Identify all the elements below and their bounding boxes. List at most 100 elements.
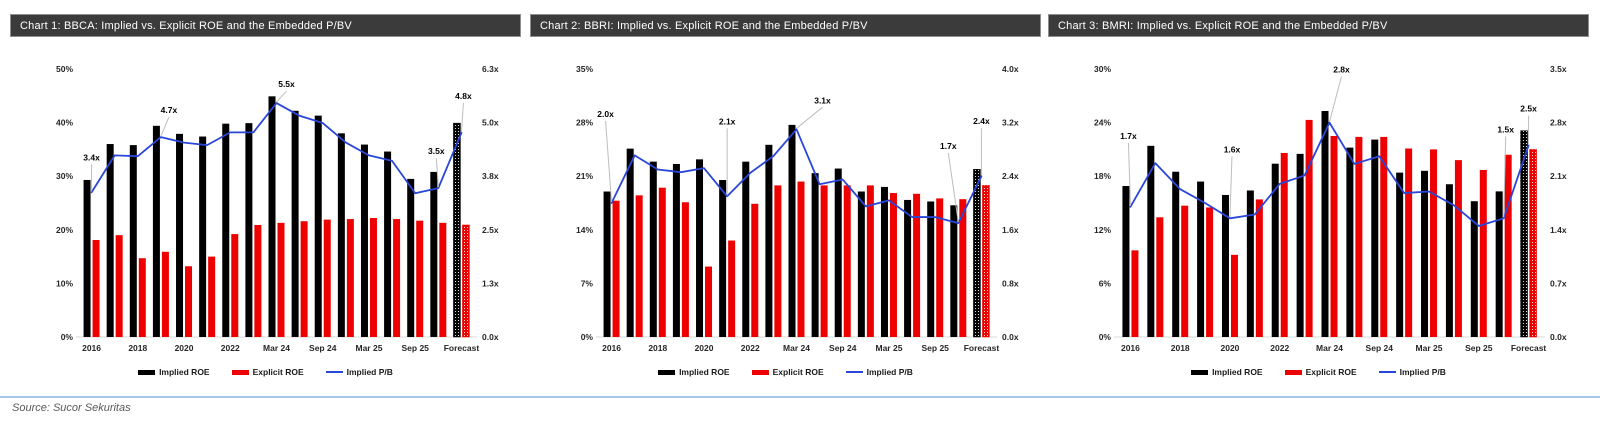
legend-item-implied-roe: Implied ROE: [138, 367, 210, 377]
explicit-roe-bar: [1255, 199, 1263, 337]
explicit-roe-bar: [416, 220, 424, 337]
x-axis-tick-label: Forecast: [1511, 343, 1547, 353]
left-axis-tick-label: 30%: [56, 171, 73, 181]
x-axis-tick-label: 2020: [1221, 343, 1240, 353]
implied-roe-bar: [649, 161, 657, 337]
explicit-roe-bar: [774, 185, 782, 337]
x-axis-tick-label: Forecast: [444, 343, 480, 353]
implied-roe-bar: [129, 145, 137, 337]
legend-item-implied-roe: Implied ROE: [658, 367, 730, 377]
explicit-roe-bar: [393, 219, 401, 337]
x-axis-tick-label: 2022: [221, 343, 240, 353]
implied-roe-bar: [199, 136, 207, 337]
implied-roe-bar: [384, 151, 392, 337]
annotation-leader-line: [947, 153, 959, 223]
explicit-roe-bar: [300, 221, 308, 337]
left-axis-tick-label: 24%: [1094, 118, 1111, 128]
bottom-divider-rule: [0, 396, 1600, 398]
annotation-leader-line: [435, 158, 439, 188]
explicit-roe-bar: [254, 224, 262, 337]
annotation-leader-line: [796, 106, 823, 129]
pb-annotation-label: 2.8x: [1333, 65, 1350, 75]
implied-roe-bar: [245, 123, 253, 337]
explicit-roe-bar: [1206, 207, 1214, 337]
explicit-roe-bar: [1430, 149, 1438, 337]
annotation-leader-line: [160, 116, 170, 137]
left-axis-tick-label: 0%: [1099, 332, 1112, 342]
legend-item-implied-pb: Implied P/B: [1378, 367, 1446, 377]
legend-label: Explicit ROE: [772, 367, 824, 377]
right-axis-tick-label: 1.6x: [1002, 225, 1019, 235]
left-axis-tick-label: 0%: [61, 332, 74, 342]
pb-annotation-label: 3.5x: [428, 146, 445, 156]
implied-roe-bar: [83, 179, 91, 337]
implied-roe-swatch-icon: [138, 369, 156, 375]
left-axis-tick-label: 35%: [576, 64, 593, 74]
x-axis-tick-label: 2022: [1270, 343, 1289, 353]
chart-legend: Implied ROE Explicit ROE Implied P/B: [10, 367, 521, 377]
pb-annotation-label: 3.4x: [83, 152, 100, 162]
legend-label: Implied ROE: [1212, 367, 1263, 377]
implied-roe-bar: [1296, 153, 1304, 337]
implied-roe-bar: [268, 96, 276, 337]
legend-label: Implied P/B: [1399, 367, 1446, 377]
annotation-leader-line: [1329, 76, 1342, 122]
chart-title-bar: Chart 1: BBCA: Implied vs. Explicit ROE …: [10, 14, 521, 37]
pb-annotation-label: 3.1x: [814, 95, 831, 105]
explicit-roe-bar: [889, 193, 897, 337]
right-axis-tick-label: 1.3x: [482, 278, 499, 288]
implied-roe-bar: [904, 199, 912, 337]
left-axis-tick-label: 21%: [576, 171, 593, 181]
x-axis-tick-label: Sep 25: [1465, 343, 1493, 353]
implied-roe-bar: [453, 122, 461, 338]
explicit-roe-bar: [1305, 119, 1313, 337]
x-axis-tick-label: Mar 24: [1316, 343, 1343, 353]
explicit-roe-bar: [797, 181, 805, 337]
bbca-combo-chart: 0% 10% 20% 30% 40% 50% 0.0x 1.3x 2.5x 3.8x 5.0x 6.3…: [56, 64, 499, 353]
implied-roe-bar: [973, 169, 981, 338]
x-axis-tick-label: Forecast: [964, 343, 1000, 353]
pb-annotation-label: 1.6x: [1224, 144, 1241, 154]
legend-label: Explicit ROE: [252, 367, 304, 377]
implied-pb-swatch-icon: [325, 371, 343, 373]
explicit-roe-bar: [1454, 160, 1462, 337]
annotation-leader-line: [1503, 136, 1507, 218]
explicit-roe-bar: [866, 185, 874, 337]
legend-label: Implied P/B: [346, 367, 393, 377]
explicit-roe-bar: [1181, 205, 1189, 337]
pb-annotation-label: 1.5x: [1497, 124, 1514, 134]
left-axis-tick-label: 10%: [56, 278, 73, 288]
x-axis-tick-label: Mar 25: [356, 343, 383, 353]
right-axis-tick-label: 2.4x: [1002, 171, 1019, 181]
explicit-roe-bar: [1380, 136, 1388, 337]
pb-annotation-label: 2.1x: [719, 116, 736, 126]
implied-roe-bar: [742, 161, 750, 337]
implied-roe-bar: [1520, 130, 1528, 338]
legend-label: Implied ROE: [159, 367, 210, 377]
x-axis-tick-label: 2022: [741, 343, 760, 353]
x-axis-tick-label: 2018: [128, 343, 147, 353]
implied-roe-bar: [1246, 190, 1254, 337]
explicit-roe-bar: [92, 239, 100, 337]
legend-label: Implied ROE: [679, 367, 730, 377]
implied-roe-bar: [603, 191, 611, 337]
pb-annotation-label: 2.5x: [1520, 104, 1537, 114]
x-axis-tick-label: Mar 25: [876, 343, 903, 353]
right-axis-tick-label: 0.8x: [1002, 278, 1019, 288]
implied-roe-bar: [176, 133, 184, 337]
left-axis-tick-label: 0%: [581, 332, 594, 342]
explicit-roe-bar: [369, 218, 377, 337]
implied-roe-bar: [811, 173, 819, 337]
pb-annotation-label: 2.4x: [973, 116, 990, 126]
right-axis-tick-label: 4.0x: [1002, 64, 1019, 74]
pb-annotation-label: 4.7x: [161, 105, 178, 115]
legend-item-explicit-roe: Explicit ROE: [751, 367, 824, 377]
right-axis-tick-label: 2.8x: [1550, 118, 1567, 128]
implied-pb-line: [610, 128, 983, 225]
explicit-roe-bar: [462, 224, 470, 338]
explicit-roe-bar: [728, 240, 736, 337]
source-note: Source: Sucor Sekuritas: [12, 402, 131, 414]
right-axis-tick-label: 2.1x: [1550, 171, 1567, 181]
explicit-roe-bar: [138, 258, 146, 337]
x-axis-tick-label: Sep 25: [402, 343, 430, 353]
